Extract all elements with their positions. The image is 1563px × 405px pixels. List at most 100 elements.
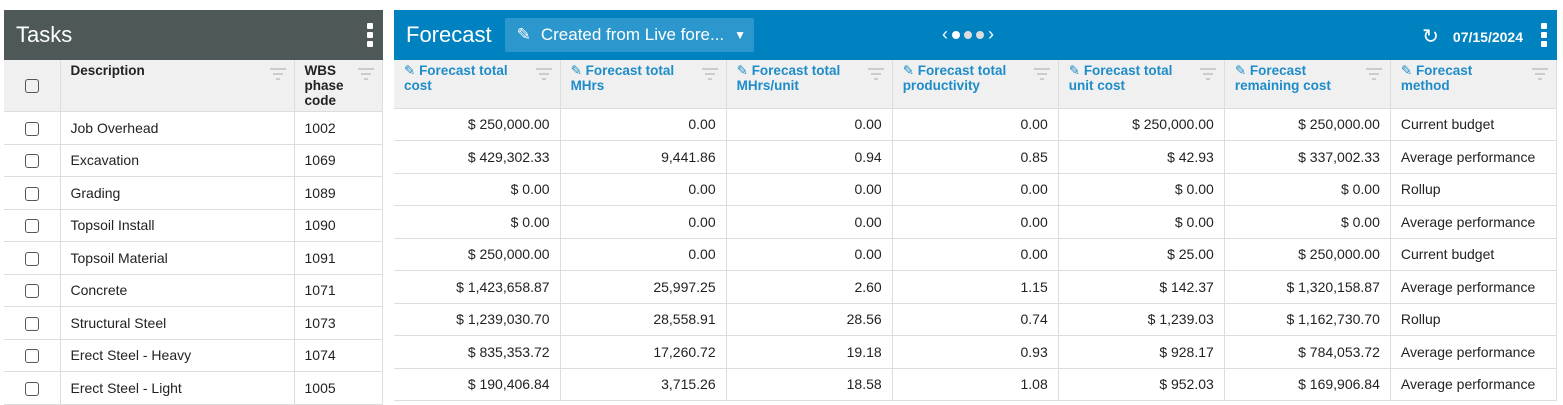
table-row[interactable]: Concrete 1071 bbox=[4, 274, 383, 307]
table-row[interactable]: $ 429,302.33 9,441.86 0.94 0.85 $ 42.93 $ 337… bbox=[394, 140, 1558, 174]
table-row[interactable]: $ 250,000.00 0.00 0.00 0.00 $ 250,000.00 $ 25… bbox=[394, 108, 1558, 141]
forecast-cell: $ 250,000.00 bbox=[1224, 238, 1391, 271]
forecast-cell: 18.58 bbox=[726, 368, 893, 401]
chevron-right-icon[interactable]: › bbox=[988, 24, 994, 44]
column-header-forecast[interactable]: ✎ Forecast total cost bbox=[394, 60, 561, 109]
pencil-icon: ✎ bbox=[1068, 63, 1084, 78]
row-checkbox[interactable] bbox=[4, 306, 61, 340]
column-header-wbs[interactable]: WBS phase code bbox=[294, 60, 383, 112]
column-header-forecast[interactable]: ✎ Forecast total unit cost bbox=[1058, 60, 1225, 109]
table-row[interactable]: Excavation 1069 bbox=[4, 144, 383, 177]
table-row[interactable]: Topsoil Material 1091 bbox=[4, 241, 383, 275]
forecast-cell: 0.00 bbox=[726, 205, 893, 239]
table-row[interactable]: $ 1,423,658.87 25,997.25 2.60 1.15 $ 142.37 $… bbox=[394, 270, 1558, 304]
table-row[interactable]: Job Overhead 1002 bbox=[4, 111, 383, 145]
forecast-cell: $ 337,002.33 bbox=[1224, 140, 1391, 174]
caret-down-icon: ▼ bbox=[734, 28, 747, 42]
forecast-cell: 25,997.25 bbox=[560, 270, 727, 304]
description-cell: Grading bbox=[60, 176, 295, 210]
select-all-checkbox[interactable] bbox=[4, 60, 61, 112]
tasks-more-icon[interactable] bbox=[367, 23, 373, 47]
chevron-left-icon[interactable]: ‹ bbox=[942, 24, 948, 44]
forecast-cell: Rollup bbox=[1390, 173, 1558, 206]
table-row[interactable]: $ 0.00 0.00 0.00 0.00 $ 0.00 $ 0.00 Rollup bbox=[394, 173, 1558, 206]
filter-icon[interactable] bbox=[867, 68, 884, 83]
wbs-cell: 1073 bbox=[294, 306, 383, 340]
scenario-dropdown[interactable]: ✎ Created from Live fore... ▼ bbox=[504, 18, 755, 52]
filter-icon[interactable] bbox=[1532, 68, 1548, 83]
table-row[interactable]: $ 190,406.84 3,715.26 18.58 1.08 $ 952.03 $ 1… bbox=[394, 368, 1558, 401]
filter-icon[interactable] bbox=[1199, 68, 1216, 83]
description-cell: Structural Steel bbox=[60, 306, 295, 340]
forecast-cell: Average performance bbox=[1390, 335, 1558, 369]
column-header-forecast[interactable]: ✎ Forecast total MHrs bbox=[560, 60, 727, 109]
filter-icon[interactable] bbox=[1365, 68, 1382, 83]
forecast-cell: Current budget bbox=[1390, 108, 1558, 141]
description-cell: Job Overhead bbox=[60, 111, 295, 145]
row-checkbox[interactable] bbox=[4, 111, 61, 145]
forecast-cell: 1.15 bbox=[892, 270, 1059, 304]
forecast-date[interactable]: 07/15/2024 bbox=[1452, 28, 1523, 45]
forecast-cell: $ 0.00 bbox=[1224, 205, 1391, 239]
wbs-cell: 1089 bbox=[294, 176, 383, 210]
column-header-forecast[interactable]: ✎ Forecast total productivity bbox=[892, 60, 1059, 109]
forecast-cell: $ 952.03 bbox=[1058, 368, 1225, 401]
forecast-cell: $ 169,906.84 bbox=[1224, 368, 1391, 401]
description-cell: Topsoil Install bbox=[60, 209, 295, 242]
forecast-cell: Current budget bbox=[1390, 238, 1558, 271]
wbs-cell: 1071 bbox=[294, 274, 383, 307]
row-checkbox[interactable] bbox=[4, 371, 61, 405]
forecast-cell: 0.00 bbox=[560, 173, 727, 206]
forecast-cell: Average performance bbox=[1390, 270, 1558, 304]
forecast-cell: 0.74 bbox=[892, 303, 1059, 336]
pencil-icon: ✎ bbox=[1234, 63, 1250, 78]
refresh-icon[interactable]: ↻ bbox=[1422, 26, 1439, 48]
column-header-forecast[interactable]: ✎ Forecast total MHrs/unit bbox=[726, 60, 893, 109]
forecast-title: Forecast bbox=[406, 22, 492, 47]
forecast-cell: $ 784,053.72 bbox=[1224, 335, 1391, 369]
column-header-forecast[interactable]: ✎ Forecast remaining cost bbox=[1224, 60, 1391, 109]
forecast-cell: $ 0.00 bbox=[1058, 173, 1225, 206]
table-row[interactable]: Erect Steel - Heavy 1074 bbox=[4, 339, 383, 372]
filter-icon[interactable] bbox=[535, 68, 552, 83]
filter-icon[interactable] bbox=[1033, 68, 1050, 83]
page-dot[interactable] bbox=[964, 30, 972, 39]
filter-icon[interactable] bbox=[358, 68, 374, 83]
table-row[interactable]: Topsoil Install 1090 bbox=[4, 209, 383, 242]
forecast-more-icon[interactable] bbox=[1541, 23, 1547, 47]
forecast-cell: $ 25.00 bbox=[1058, 238, 1225, 271]
wbs-cell: 1069 bbox=[294, 144, 383, 177]
filter-icon[interactable] bbox=[269, 68, 286, 83]
table-row[interactable]: $ 835,353.72 17,260.72 19.18 0.93 $ 928.17 $ … bbox=[394, 335, 1558, 369]
page-dot[interactable] bbox=[952, 30, 960, 39]
forecast-cell: $ 250,000.00 bbox=[394, 108, 561, 141]
forecast-cell: $ 1,320,158.87 bbox=[1224, 270, 1391, 304]
table-row[interactable]: Erect Steel - Light 1005 bbox=[4, 371, 383, 405]
forecast-cell: 19.18 bbox=[726, 335, 893, 369]
table-row[interactable]: Grading 1089 bbox=[4, 176, 383, 210]
table-row[interactable]: Structural Steel 1073 bbox=[4, 306, 383, 340]
forecast-cell: 3,715.26 bbox=[560, 368, 727, 401]
wbs-cell: 1091 bbox=[294, 241, 383, 275]
row-checkbox[interactable] bbox=[4, 209, 61, 242]
forecast-cell: Rollup bbox=[1390, 303, 1558, 336]
row-checkbox[interactable] bbox=[4, 339, 61, 372]
row-checkbox[interactable] bbox=[4, 144, 61, 177]
column-header-forecast[interactable]: ✎ Forecast method bbox=[1390, 60, 1558, 109]
row-checkbox[interactable] bbox=[4, 241, 61, 275]
forecast-cell: $ 250,000.00 bbox=[1058, 108, 1225, 141]
table-row[interactable]: $ 250,000.00 0.00 0.00 0.00 $ 25.00 $ 250,000… bbox=[394, 238, 1558, 271]
forecast-cell: $ 142.37 bbox=[1058, 270, 1225, 304]
column-header-description[interactable]: Description bbox=[60, 60, 295, 112]
filter-icon[interactable] bbox=[701, 68, 718, 83]
pencil-icon: ✎ bbox=[902, 63, 918, 78]
forecast-cell: $ 250,000.00 bbox=[1224, 108, 1391, 141]
row-checkbox[interactable] bbox=[4, 176, 61, 210]
table-row[interactable]: $ 1,239,030.70 28,558.91 28.56 0.74 $ 1,239.… bbox=[394, 303, 1558, 336]
forecast-cell: $ 429,302.33 bbox=[394, 140, 561, 174]
pencil-icon: ✎ bbox=[736, 63, 752, 78]
page-dot[interactable] bbox=[976, 30, 984, 39]
table-row[interactable]: $ 0.00 0.00 0.00 0.00 $ 0.00 $ 0.00 Average pe… bbox=[394, 205, 1558, 239]
forecast-cell: 1.08 bbox=[892, 368, 1059, 401]
row-checkbox[interactable] bbox=[4, 274, 61, 307]
